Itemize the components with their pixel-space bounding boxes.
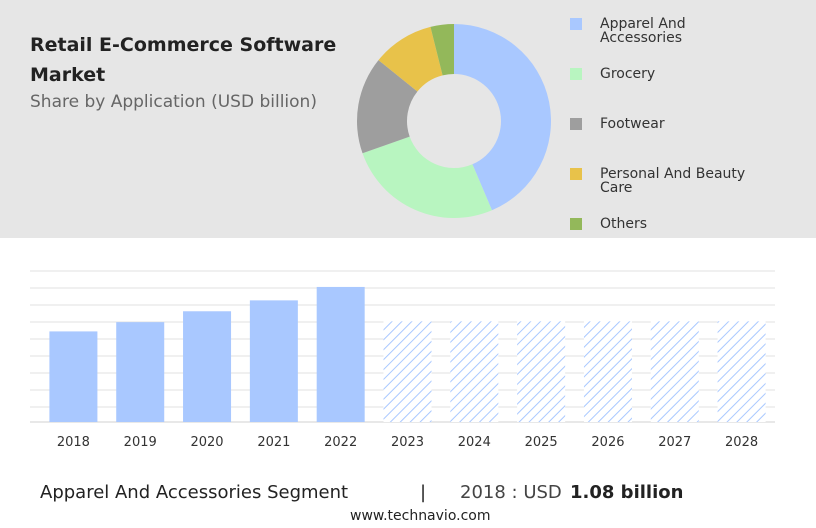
bar (717, 321, 766, 422)
x-tick-label: 2022 (324, 435, 357, 450)
bar (650, 321, 699, 422)
separator: | (420, 482, 427, 503)
legend-swatch (570, 168, 582, 180)
pie-slice (362, 136, 492, 218)
segment-label: Apparel And Accessories Segment (40, 482, 349, 503)
legend-label: Personal And Beauty Care (600, 166, 746, 196)
bar (183, 311, 232, 422)
bar (116, 322, 165, 422)
legend-swatch (570, 68, 582, 80)
value-label: 1.08 billion (570, 482, 684, 503)
bar (383, 321, 432, 422)
bar (517, 321, 566, 422)
legend-swatch (570, 118, 582, 130)
legend-swatch (570, 218, 582, 230)
x-tick-label: 2024 (458, 435, 491, 450)
source: www.technavio.com (350, 508, 491, 524)
x-tick-label: 2027 (658, 435, 691, 450)
subtitle: Share by Application (USD billion) (30, 92, 317, 112)
legend-swatch (570, 18, 582, 30)
bar (583, 321, 632, 422)
x-tick-label: 2020 (190, 435, 223, 450)
x-tick-label: 2025 (525, 435, 558, 450)
pie-slice (454, 24, 551, 211)
legend-label: Others (600, 216, 648, 232)
pie-slice (378, 26, 443, 92)
legend-label: Grocery (600, 66, 656, 82)
legend-label: Footwear (600, 116, 665, 132)
pie-slice (356, 60, 418, 154)
legend-label: Apparel And Accessories (600, 16, 686, 46)
bar (316, 286, 365, 422)
x-tick-label: 2019 (124, 435, 157, 450)
x-tick-label: 2018 (57, 435, 90, 450)
bar (450, 321, 499, 422)
x-tick-label: 2023 (391, 435, 424, 450)
x-tick-label: 2028 (725, 435, 758, 450)
pie-slice (430, 24, 454, 76)
x-tick-label: 2021 (257, 435, 290, 450)
x-tick-label: 2026 (591, 435, 624, 450)
year-label: 2018 : USD (460, 482, 562, 503)
bar (49, 331, 98, 422)
bar (249, 300, 298, 422)
title: Retail E-Commerce Software Market (30, 34, 337, 86)
